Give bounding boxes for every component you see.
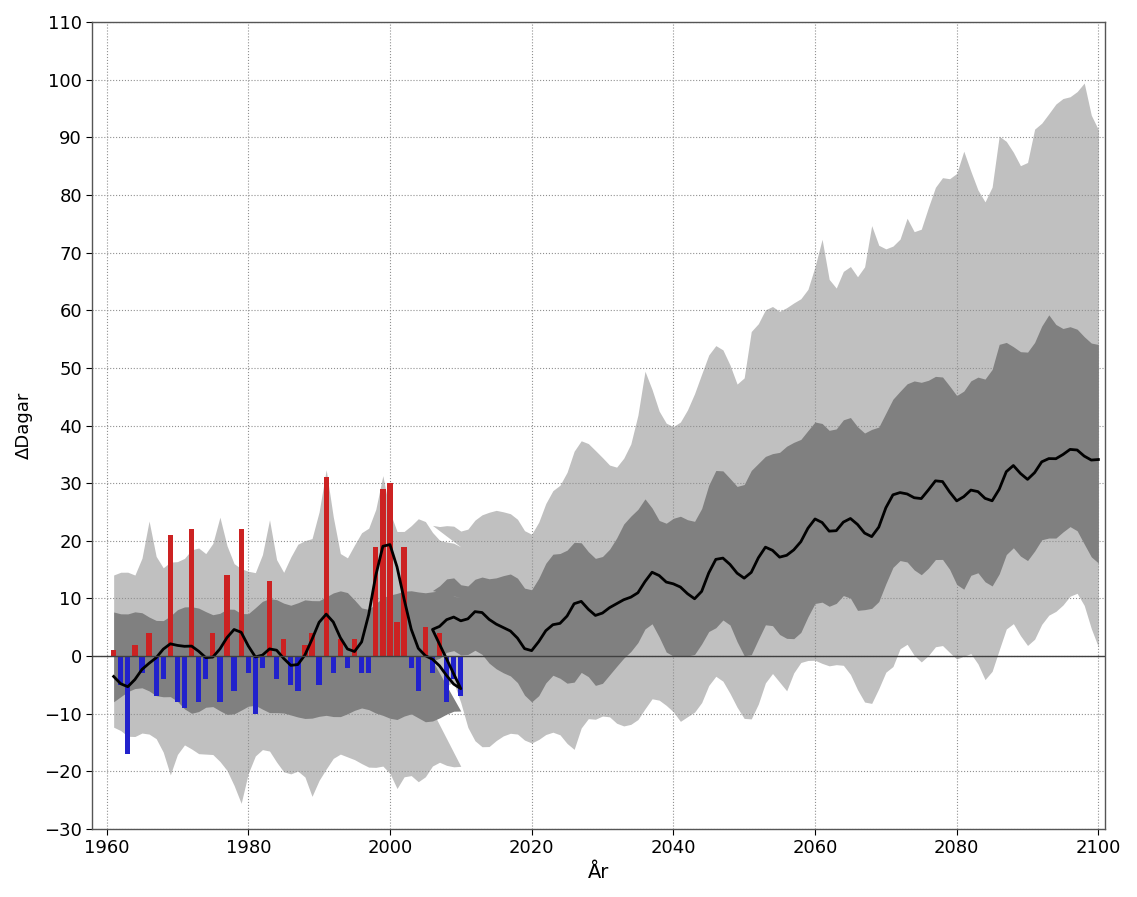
Bar	[351, 639, 357, 656]
Bar	[345, 656, 350, 667]
Bar	[395, 622, 400, 656]
Bar	[132, 645, 138, 656]
Bar	[210, 633, 216, 656]
Bar	[296, 656, 300, 691]
Bar	[252, 656, 258, 714]
Bar	[380, 489, 385, 656]
Bar	[324, 477, 329, 656]
Bar	[189, 529, 194, 656]
Bar	[288, 656, 293, 685]
Bar	[416, 656, 421, 691]
Bar	[373, 546, 379, 656]
X-axis label: År: År	[588, 863, 609, 882]
Bar	[359, 656, 364, 674]
Bar	[366, 656, 372, 674]
Bar	[316, 656, 322, 685]
Bar	[239, 529, 243, 656]
Bar	[259, 656, 265, 667]
Bar	[338, 639, 343, 656]
Bar	[443, 656, 449, 702]
Bar	[267, 581, 272, 656]
Bar	[274, 656, 280, 679]
Bar	[430, 656, 435, 674]
Bar	[388, 483, 392, 656]
Bar	[147, 633, 151, 656]
Bar	[125, 656, 131, 754]
Bar	[224, 575, 230, 656]
Bar	[118, 656, 124, 685]
Bar	[246, 656, 251, 674]
Bar	[175, 656, 180, 702]
Bar	[281, 639, 287, 656]
Bar	[217, 656, 223, 702]
Bar	[204, 656, 208, 679]
Bar	[331, 656, 335, 674]
Bar	[182, 656, 188, 708]
Y-axis label: ΔDagar: ΔDagar	[15, 392, 33, 459]
Bar	[437, 633, 442, 656]
Bar	[451, 656, 456, 679]
Bar	[458, 656, 464, 696]
Bar	[401, 546, 407, 656]
Bar	[111, 650, 116, 656]
Bar	[309, 633, 315, 656]
Bar	[153, 656, 159, 696]
Bar	[140, 656, 144, 674]
Bar	[232, 656, 236, 691]
Bar	[408, 656, 414, 667]
Bar	[423, 627, 428, 656]
Bar	[302, 645, 308, 656]
Bar	[167, 535, 173, 656]
Bar	[160, 656, 166, 679]
Bar	[196, 656, 201, 702]
